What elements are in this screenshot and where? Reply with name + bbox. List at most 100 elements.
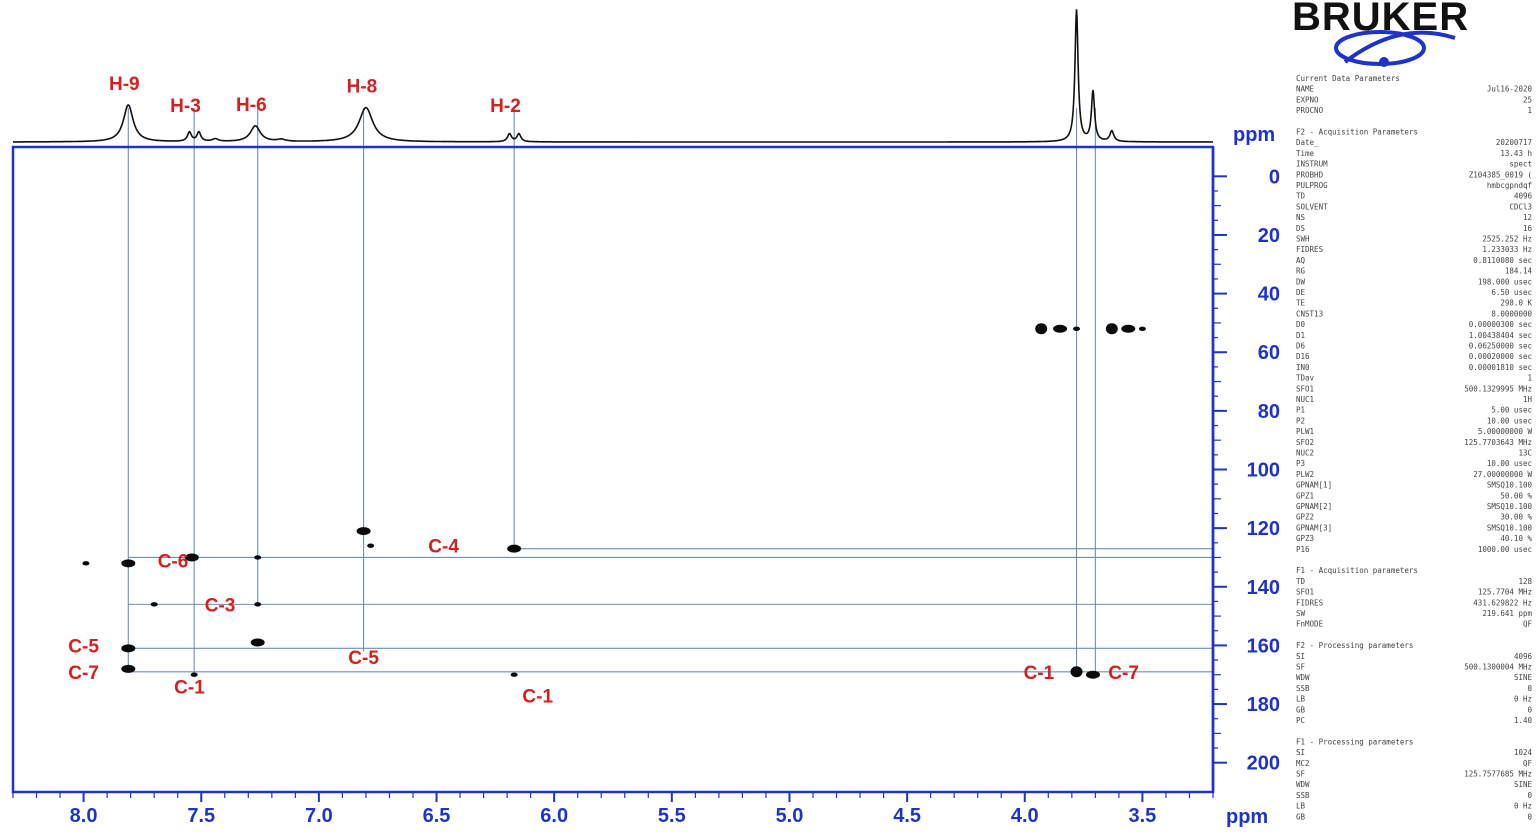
parameter-value: spect: [1509, 160, 1532, 169]
cross-peak: [1035, 323, 1048, 335]
logo-dot: [1379, 57, 1389, 67]
parameter-key: TE: [1296, 299, 1306, 308]
parameter-value: 125.7577685 MHz: [1464, 770, 1532, 779]
bruker-logo: BRUKER: [1292, 0, 1468, 67]
parameter-value: 0: [1527, 812, 1532, 821]
parameter-key: GPZ1: [1296, 491, 1314, 500]
parameter-value: 20200717: [1496, 138, 1532, 147]
parameter-value: Z104385_0019 (: [1469, 170, 1532, 179]
parameter-value: 500.1329995 MHz: [1464, 384, 1532, 393]
parameter-value: 1.40: [1514, 716, 1533, 725]
parameter-key: PLW2: [1296, 470, 1314, 479]
y-tick-label: 160: [1247, 635, 1280, 657]
parameter-key: P2: [1296, 416, 1305, 425]
parameter-key: FIDRES: [1296, 598, 1324, 607]
parameter-key: P3: [1296, 459, 1305, 468]
parameter-key: GB: [1296, 705, 1306, 714]
cross-peak: [510, 672, 518, 677]
carbon-correlation-label: C-5: [348, 648, 379, 669]
parameter-key: TDav: [1296, 374, 1315, 383]
parameter-value: 5.00 usec: [1491, 406, 1532, 415]
parameter-key: GB: [1296, 812, 1306, 821]
cross-peak: [121, 559, 136, 568]
parameter-value: 2525.252 Hz: [1482, 235, 1532, 244]
parameter-value: 27.00000000 W: [1473, 470, 1532, 479]
parameter-value: 0: [1527, 791, 1532, 800]
cross-peak: [254, 602, 262, 607]
parameter-key: D16: [1296, 352, 1310, 361]
parameter-key: EXPNO: [1296, 95, 1319, 104]
parameter-value: 298.0 K: [1500, 299, 1532, 308]
parameter-key: D1: [1296, 331, 1305, 340]
y-tick-label: 40: [1258, 284, 1280, 306]
parameter-key: TD: [1296, 192, 1306, 201]
parameter-value: 10.00 usec: [1487, 459, 1532, 468]
parameter-value: QF: [1523, 620, 1533, 629]
parameter-value: 0 Hz: [1514, 802, 1532, 811]
parameter-value: SINE: [1514, 780, 1533, 789]
x-tick-label: 8.0: [70, 805, 98, 827]
parameter-key: SFO1: [1296, 588, 1314, 597]
parameter-key: GPZ3: [1296, 534, 1314, 543]
parameter-value: 0.00000300 sec: [1469, 320, 1532, 329]
carbon-correlation-label: C-3: [205, 595, 236, 616]
acquisition-parameters-panel: Current Data Parameters NAME Jul16-2020 EXP…: [1296, 74, 1532, 821]
parameter-value: 431.629822 Hz: [1473, 598, 1532, 607]
parameter-key: SFO1: [1296, 384, 1314, 393]
parameter-value: QF: [1523, 759, 1533, 768]
parameter-value: 1.233033 Hz: [1482, 245, 1532, 254]
y-tick-label: 100: [1247, 460, 1280, 482]
cross-peak: [1073, 326, 1081, 331]
carbon-correlation-label: C-6: [158, 551, 189, 572]
parameter-key: TD: [1296, 577, 1306, 586]
parameter-value: hmbcgpndqf: [1487, 181, 1532, 190]
parameter-value: 12: [1523, 213, 1532, 222]
parameter-key: D0: [1296, 320, 1306, 329]
parameter-key: LB: [1296, 695, 1306, 704]
parameter-key: Date_: [1296, 138, 1319, 147]
parameter-key: RG: [1296, 267, 1306, 276]
parameter-value: 25: [1523, 95, 1532, 104]
parameter-section-header: F1 - Processing parameters: [1296, 737, 1413, 746]
parameter-value: 10.00 usec: [1487, 416, 1532, 425]
parameter-key: GPNAM[2]: [1296, 502, 1332, 511]
cross-peaks: [82, 323, 1146, 679]
parameter-value: 0.06250000 sec: [1469, 342, 1532, 351]
x-tick-label: 7.5: [187, 805, 215, 827]
cross-peak: [82, 561, 90, 566]
parameter-key: DS: [1296, 224, 1306, 233]
parameter-section-header: F2 - Acquisition Parameters: [1296, 128, 1418, 137]
parameter-key: GPNAM[3]: [1296, 523, 1332, 532]
y-tick-label: 60: [1258, 342, 1280, 364]
parameter-key: SWH: [1296, 235, 1310, 244]
y-tick-label: 120: [1247, 518, 1280, 540]
x-tick-label: 3.5: [1129, 805, 1157, 827]
parameter-key: GPZ2: [1296, 513, 1314, 522]
parameter-value: 8.0000000: [1491, 309, 1532, 318]
parameter-key: SF: [1296, 663, 1306, 672]
y-tick-label: 20: [1258, 225, 1280, 247]
parameter-value: SMSQ10.100: [1487, 481, 1533, 490]
cross-peak: [150, 602, 158, 607]
proton-peak-label: H-6: [236, 95, 267, 116]
cross-peak: [1121, 324, 1136, 333]
parameter-value: 4096: [1514, 652, 1533, 661]
cross-peak: [367, 543, 375, 548]
parameter-key: PULPROG: [1296, 181, 1328, 190]
parameter-value: 184.14: [1505, 267, 1533, 276]
cross-peak: [507, 544, 522, 553]
parameter-value: 1024: [1514, 748, 1533, 757]
parameter-key: SSB: [1296, 791, 1310, 800]
cross-peak: [1070, 666, 1083, 678]
parameter-section-header: Current Data Parameters: [1296, 74, 1400, 83]
cross-peak: [184, 553, 199, 562]
carbon-correlation-label: C-7: [68, 663, 99, 684]
parameter-key: Time: [1296, 149, 1315, 158]
cross-peak: [1053, 324, 1068, 333]
parameter-value: 6.50 usec: [1491, 288, 1532, 297]
parameter-key: SOLVENT: [1296, 202, 1328, 211]
y-tick-label: 180: [1247, 694, 1280, 716]
parameter-value: 4096: [1514, 192, 1533, 201]
